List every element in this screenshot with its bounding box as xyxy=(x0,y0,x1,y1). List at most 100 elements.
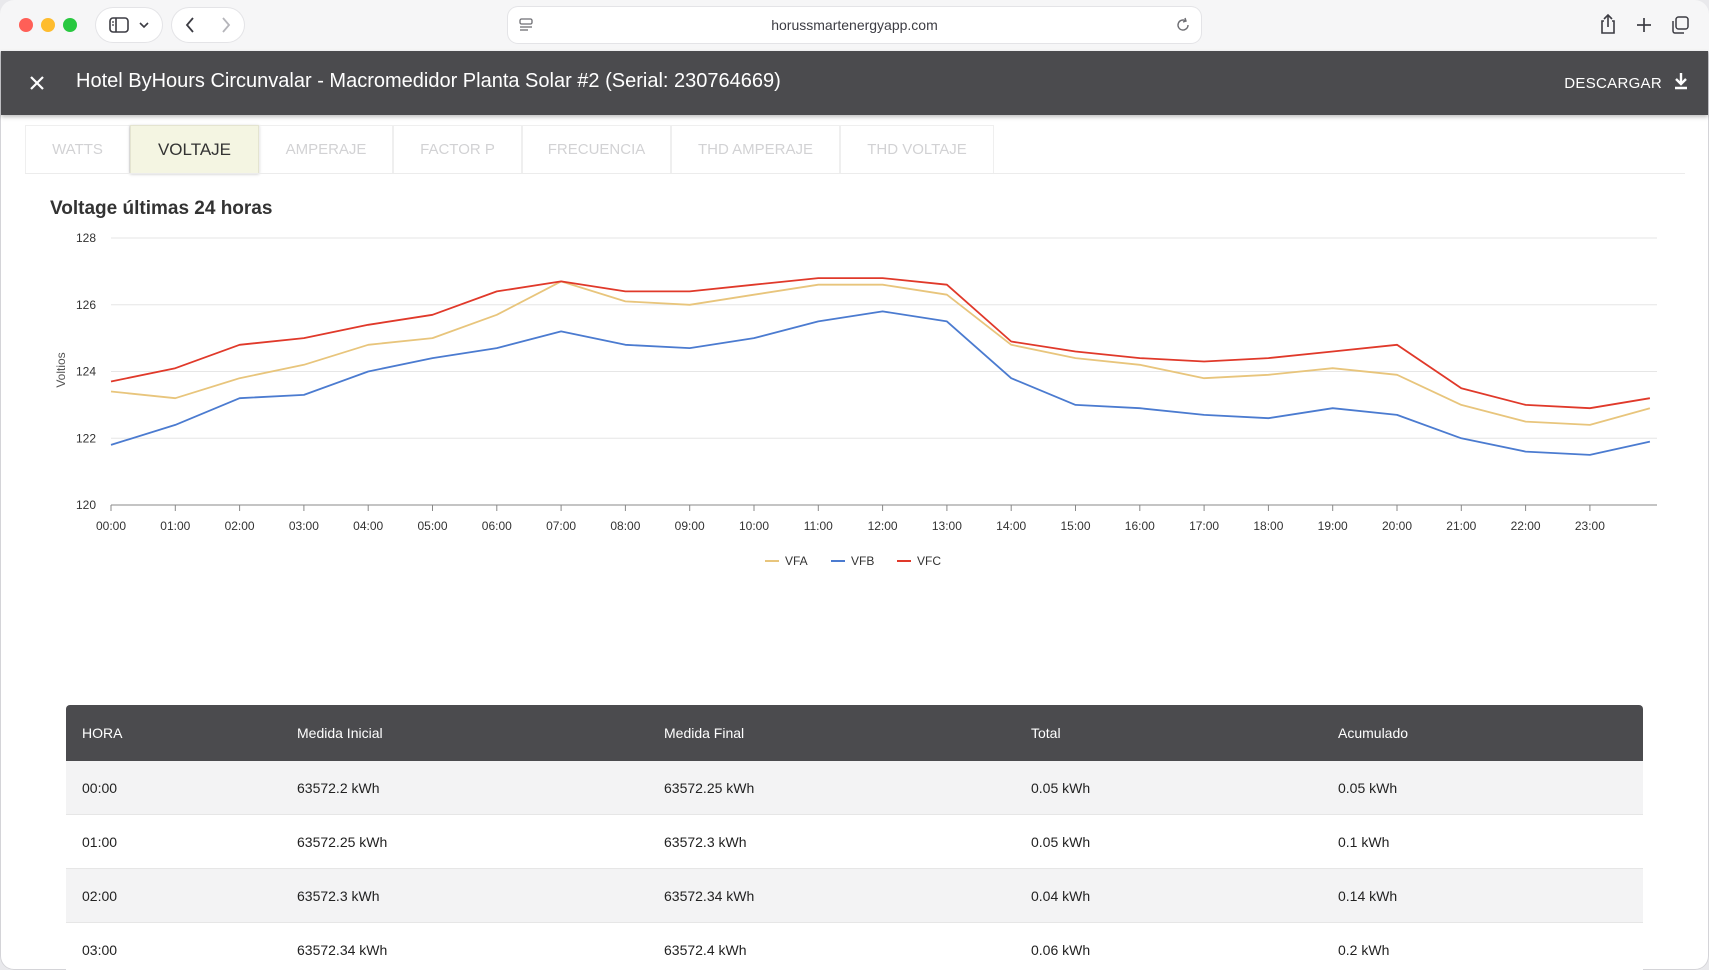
reload-icon[interactable] xyxy=(1175,17,1191,38)
history-nav xyxy=(172,8,244,42)
cell-medida-inicial: 63572.34 kWh xyxy=(297,941,388,958)
page-settings-icon[interactable] xyxy=(518,17,534,38)
x-tick-label: 02:00 xyxy=(225,519,255,533)
close-icon[interactable] xyxy=(25,71,49,95)
cell-hora: 00:00 xyxy=(82,779,118,796)
chevron-down-icon xyxy=(139,21,149,29)
cell-medida-final: 63572.34 kWh xyxy=(664,887,755,904)
table-row: 02:00 63572.3 kWh 63572.34 kWh 0.04 kWh … xyxy=(66,869,1643,923)
page-title: Hotel ByHours Circunvalar - Macromedidor… xyxy=(76,70,781,92)
energy-table: HORA Medida Inicial Medida Final Total A… xyxy=(66,705,1643,970)
voltage-line-chart: 120 122 124 126 128 00:00 01:00 02:00 03:00 04:00… xyxy=(54,231,1657,568)
y-axis-label: Voltios xyxy=(54,352,68,387)
y-tick-label: 120 xyxy=(76,498,96,512)
address-bar[interactable]: horussmartenergyapp.com xyxy=(508,7,1201,43)
header-medida-inicial: Medida Inicial xyxy=(297,725,383,741)
cell-total: 0.05 kWh xyxy=(1031,779,1091,796)
x-tick-label: 22:00 xyxy=(1511,519,1541,533)
tab-overview-icon[interactable] xyxy=(1670,15,1690,40)
legend-label-vfc: VFC xyxy=(917,554,941,568)
back-button[interactable] xyxy=(185,17,195,33)
x-tick-label: 19:00 xyxy=(1318,519,1348,533)
x-tick-label: 01:00 xyxy=(160,519,190,533)
cell-medida-final: 63572.4 kWh xyxy=(664,941,747,958)
series-line-vfb xyxy=(110,310,1651,456)
zoom-window-button[interactable] xyxy=(63,18,77,32)
sidebar-icon xyxy=(109,17,129,33)
cell-total: 0.04 kWh xyxy=(1031,887,1091,904)
header-medida-final: Medida Final xyxy=(664,725,745,741)
y-tick-label: 124 xyxy=(76,365,96,379)
x-tick-label: 21:00 xyxy=(1446,519,1476,533)
x-tick-label: 12:00 xyxy=(868,519,898,533)
cell-acumulado: 0.05 kWh xyxy=(1338,779,1398,796)
x-tick-label: 00:00 xyxy=(96,519,126,533)
cell-hora: 02:00 xyxy=(82,887,118,904)
legend-label-vfa: VFA xyxy=(785,554,808,568)
x-tick-label: 20:00 xyxy=(1382,519,1412,533)
y-tick-label: 128 xyxy=(76,231,96,245)
table-header: HORA Medida Inicial Medida Final Total A… xyxy=(66,705,1643,761)
forward-button[interactable] xyxy=(221,17,231,33)
series-line-vfc xyxy=(110,277,1651,410)
minimize-window-button[interactable] xyxy=(41,18,55,32)
x-tick-label: 13:00 xyxy=(932,519,962,533)
x-tick-label: 08:00 xyxy=(610,519,640,533)
tab-factor-p[interactable]: FACTOR P xyxy=(393,125,522,173)
tab-amperaje[interactable]: AMPERAJE xyxy=(259,125,393,173)
table-row: 00:00 63572.2 kWh 63572.25 kWh 0.05 kWh … xyxy=(66,761,1643,815)
table-row: 03:00 63572.34 kWh 63572.4 kWh 0.06 kWh … xyxy=(66,923,1643,970)
app-header: Hotel ByHours Circunvalar - Macromedidor… xyxy=(1,51,1708,115)
tab-bar: WATTS VOLTAJE AMPERAJE FACTOR P FRECUENC… xyxy=(25,125,994,173)
x-tick-label: 05:00 xyxy=(417,519,447,533)
download-label: DESCARGAR xyxy=(1564,74,1662,92)
cell-hora: 01:00 xyxy=(82,833,118,850)
x-tick-label: 10:00 xyxy=(739,519,769,533)
download-button[interactable]: DESCARGAR xyxy=(1564,70,1690,96)
x-tick-label: 09:00 xyxy=(675,519,705,533)
x-tick-label: 06:00 xyxy=(482,519,512,533)
sidebar-toggle-button[interactable] xyxy=(96,8,162,42)
close-window-button[interactable] xyxy=(19,18,33,32)
tabs-divider xyxy=(25,173,1685,174)
cell-medida-inicial: 63572.3 kWh xyxy=(297,887,380,904)
series-line-vfa xyxy=(110,280,1651,426)
x-tick-label: 11:00 xyxy=(804,519,833,533)
x-tick-label: 16:00 xyxy=(1125,519,1155,533)
header-acumulado: Acumulado xyxy=(1338,725,1409,741)
y-tick-label: 126 xyxy=(76,298,96,312)
cell-medida-inicial: 63572.25 kWh xyxy=(297,833,388,850)
tab-thd-voltaje[interactable]: THD VOLTAJE xyxy=(840,125,994,173)
x-tick-label: 18:00 xyxy=(1253,519,1283,533)
x-tick-label: 03:00 xyxy=(289,519,319,533)
tab-voltaje[interactable]: VOLTAJE xyxy=(130,125,259,173)
cell-total: 0.06 kWh xyxy=(1031,941,1091,958)
y-tick-label: 122 xyxy=(76,431,96,445)
cell-total: 0.05 kWh xyxy=(1031,833,1091,850)
cell-acumulado: 0.2 kWh xyxy=(1338,941,1390,958)
table-row: 01:00 63572.25 kWh 63572.3 kWh 0.05 kWh … xyxy=(66,815,1643,869)
legend-label-vfb: VFB xyxy=(851,554,874,568)
cell-acumulado: 0.1 kWh xyxy=(1338,833,1390,850)
share-icon[interactable] xyxy=(1598,13,1618,40)
header-total: Total xyxy=(1031,725,1061,741)
tab-thd-amperaje[interactable]: THD AMPERAJE xyxy=(671,125,840,173)
cell-medida-final: 63572.25 kWh xyxy=(664,779,755,796)
download-icon xyxy=(1662,71,1690,95)
x-tick-label: 17:00 xyxy=(1189,519,1219,533)
x-tick-label: 23:00 xyxy=(1575,519,1605,533)
cell-hora: 03:00 xyxy=(82,941,118,958)
x-tick-label: 15:00 xyxy=(1060,519,1090,533)
browser-toolbar: horussmartenergyapp.com xyxy=(0,0,1709,52)
url-text: horussmartenergyapp.com xyxy=(771,17,938,33)
chart-title: Voltage últimas 24 horas xyxy=(50,198,273,219)
cell-acumulado: 0.14 kWh xyxy=(1338,887,1398,904)
x-tick-label: 07:00 xyxy=(546,519,576,533)
cell-medida-final: 63572.3 kWh xyxy=(664,833,747,850)
new-tab-icon[interactable] xyxy=(1635,16,1653,39)
tab-frecuencia[interactable]: FRECUENCIA xyxy=(522,125,671,173)
cell-medida-inicial: 63572.2 kWh xyxy=(297,779,380,796)
x-tick-label: 14:00 xyxy=(996,519,1026,533)
x-tick-label: 04:00 xyxy=(353,519,383,533)
tab-watts[interactable]: WATTS xyxy=(25,125,130,173)
